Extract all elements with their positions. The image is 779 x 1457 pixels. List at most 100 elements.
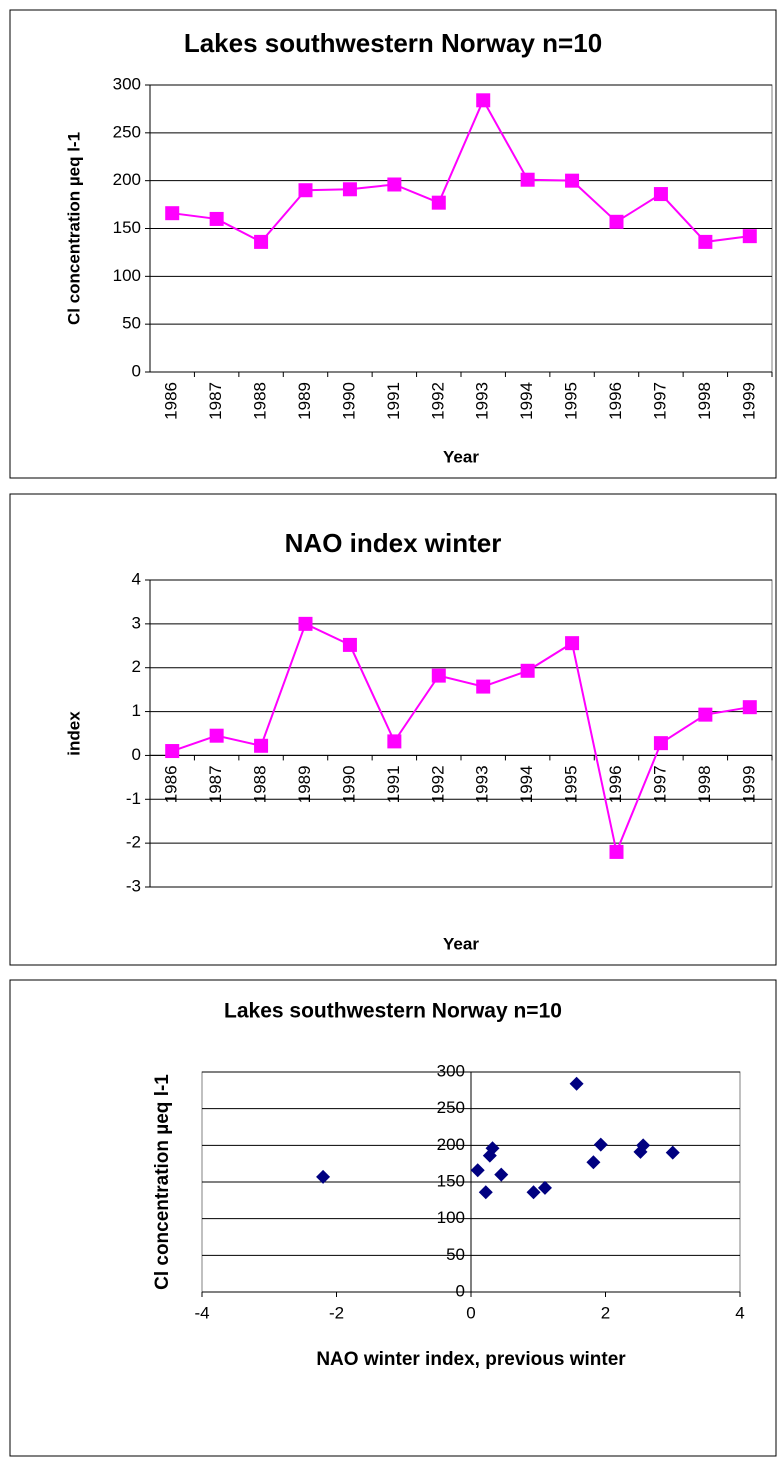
marker	[342, 637, 357, 652]
y-tick-label: 0	[456, 1281, 465, 1300]
x-tick-label: 1991	[384, 382, 403, 420]
marker	[742, 700, 757, 715]
x-tick-label: 1990	[339, 382, 358, 420]
chart-title: NAO index winter	[285, 528, 502, 558]
y-tick-label: 2	[132, 657, 141, 676]
x-tick-label: 1987	[206, 765, 225, 803]
chart-title: Lakes southwestern Norway n=10	[184, 28, 602, 58]
y-tick-label: 4	[132, 569, 141, 588]
x-tick-label: 0	[466, 1303, 475, 1322]
marker	[298, 183, 313, 198]
x-tick-label: 1997	[650, 765, 669, 803]
marker	[698, 707, 713, 722]
marker	[565, 173, 580, 188]
x-tick-label: 1996	[606, 382, 625, 420]
x-tick-label: 1995	[562, 765, 581, 803]
x-tick-label: 1996	[606, 765, 625, 803]
y-axis-label: Cl concentration µeq l-1	[152, 1074, 173, 1290]
marker	[653, 187, 668, 202]
line	[172, 98, 750, 244]
point	[537, 1180, 552, 1195]
marker	[609, 214, 624, 229]
x-tick-label: -4	[194, 1303, 209, 1322]
x-axis-label: NAO winter index, previous winter	[316, 1349, 626, 1370]
x-tick-label: 1990	[339, 765, 358, 803]
y-tick-label: 1	[132, 701, 141, 720]
marker	[520, 172, 535, 187]
marker	[298, 616, 313, 631]
x-tick-label: 1998	[695, 765, 714, 803]
x-tick-label: 1992	[428, 382, 447, 420]
y-tick-label: 100	[437, 1208, 465, 1227]
y-tick-label: 250	[113, 122, 141, 141]
y-tick-label: 200	[437, 1135, 465, 1154]
chart-frame	[9, 979, 777, 1457]
point	[482, 1148, 497, 1163]
marker	[653, 736, 668, 751]
x-tick-label: 1993	[473, 382, 492, 420]
x-tick-label: 1989	[295, 765, 314, 803]
x-tick-label: 1988	[251, 765, 270, 803]
marker	[165, 206, 180, 221]
marker	[209, 211, 224, 226]
point	[494, 1167, 509, 1182]
line	[171, 622, 750, 856]
x-axis-label: Year	[443, 934, 479, 953]
y-tick-label: 100	[113, 266, 141, 285]
point	[593, 1137, 608, 1152]
x-tick-label: 1991	[384, 765, 403, 803]
x-tick-label: 1986	[162, 765, 181, 803]
y-tick-label: 200	[113, 170, 141, 189]
x-tick-label: 1999	[739, 382, 758, 420]
x-tick-label: 1986	[162, 382, 181, 420]
marker	[387, 177, 402, 192]
x-tick-label: 1999	[739, 765, 758, 803]
chart-frame	[9, 493, 777, 966]
point	[316, 1169, 331, 1184]
y-tick-label: 50	[122, 314, 141, 333]
y-tick-label: 150	[113, 218, 141, 237]
y-tick-label: 3	[132, 613, 141, 632]
y-tick-label: 0	[132, 745, 141, 764]
y-tick-label: -1	[126, 789, 141, 808]
point	[569, 1076, 584, 1091]
marker	[431, 668, 446, 683]
marker	[476, 679, 491, 694]
x-tick-label: 1987	[206, 382, 225, 420]
x-axis-label: Year	[443, 447, 479, 466]
y-tick-label: -3	[126, 876, 141, 895]
x-tick-label: -2	[329, 1303, 344, 1322]
point	[586, 1155, 601, 1170]
x-tick-label: 1993	[473, 765, 492, 803]
y-tick-label: 150	[437, 1171, 465, 1190]
y-tick-label: 300	[113, 74, 141, 93]
x-tick-label: 2	[601, 1303, 610, 1322]
marker	[520, 663, 535, 678]
marker	[165, 744, 180, 759]
marker	[476, 93, 491, 108]
marker	[342, 182, 357, 197]
x-tick-label: 1992	[428, 765, 447, 803]
marker	[387, 734, 402, 749]
y-tick-label: 0	[132, 361, 141, 380]
y-tick-label: -2	[126, 833, 141, 852]
point	[470, 1163, 485, 1178]
x-tick-label: 1995	[562, 382, 581, 420]
marker	[698, 234, 713, 249]
marker	[254, 738, 269, 753]
point	[478, 1185, 493, 1200]
marker	[209, 728, 224, 743]
marker	[254, 234, 269, 249]
x-tick-label: 1997	[650, 382, 669, 420]
x-tick-label: 1994	[517, 765, 536, 803]
point	[665, 1145, 680, 1160]
marker	[609, 844, 624, 859]
y-tick-label: 250	[437, 1098, 465, 1117]
y-axis-label: index	[64, 711, 83, 756]
y-tick-label: 50	[446, 1245, 465, 1264]
x-tick-label: 1989	[295, 382, 314, 420]
x-tick-label: 1988	[251, 382, 270, 420]
marker	[431, 195, 446, 210]
x-tick-label: 4	[735, 1303, 744, 1322]
